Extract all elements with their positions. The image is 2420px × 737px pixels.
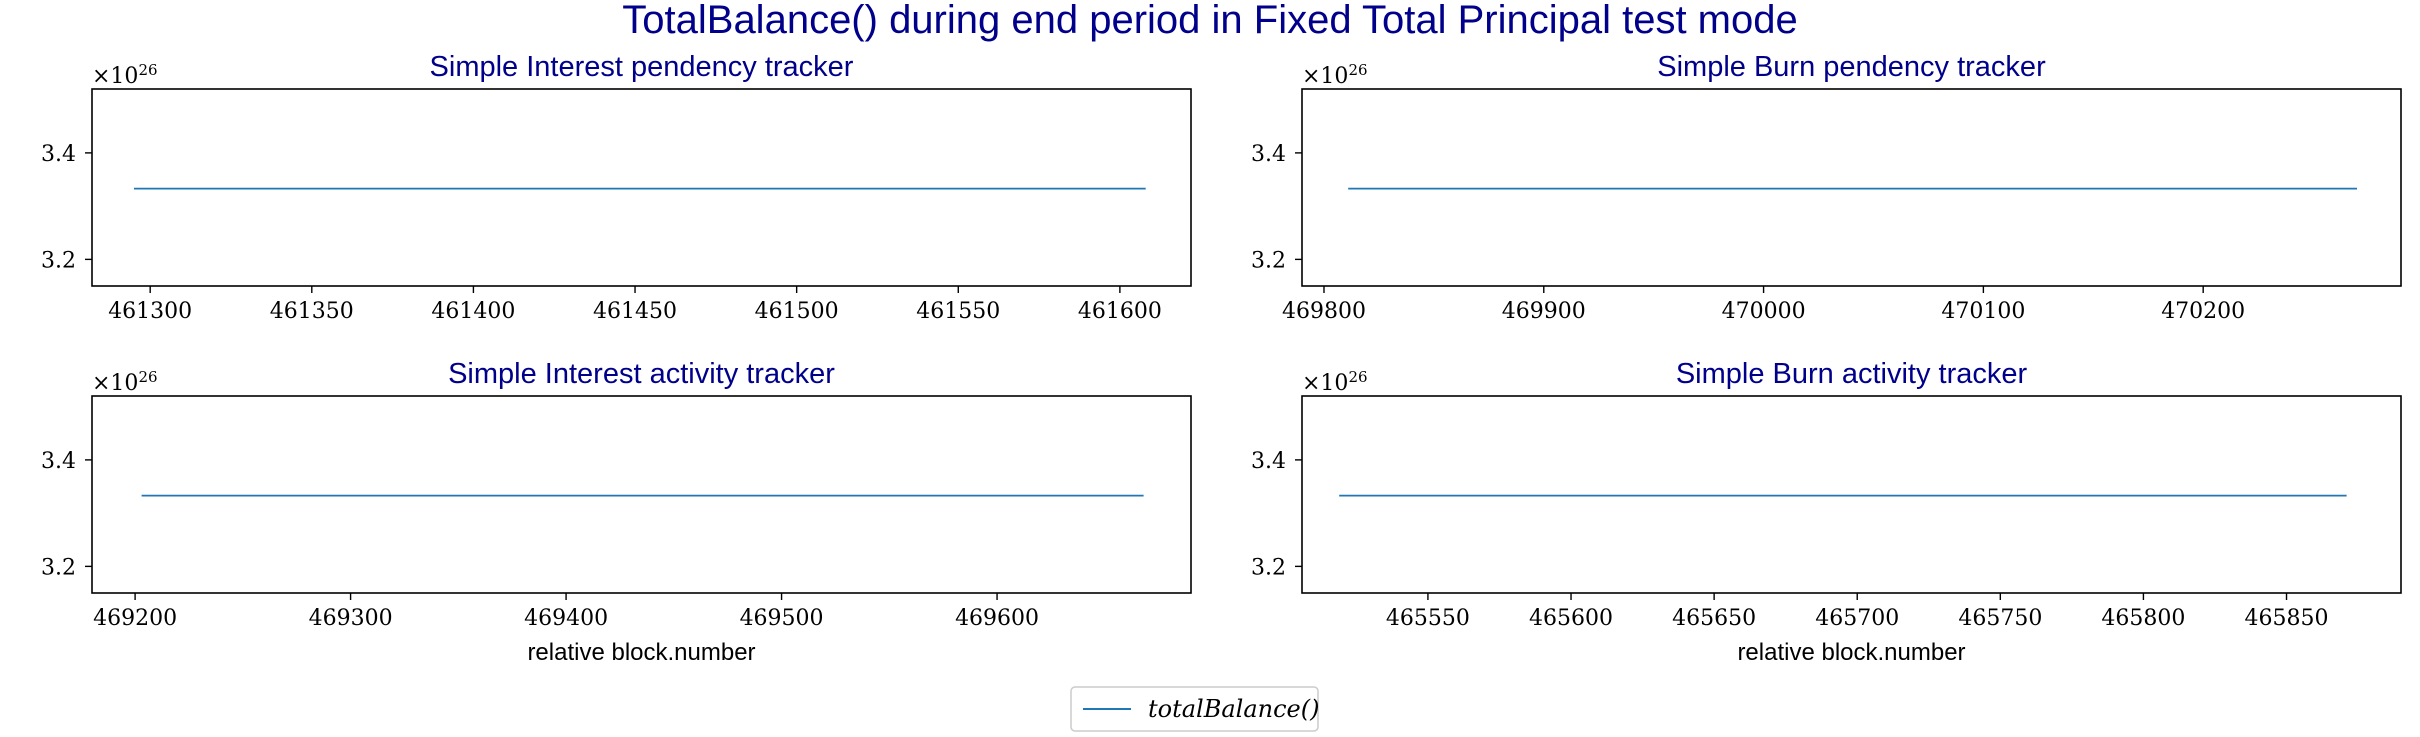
y-tick-label: 3.2 — [1251, 248, 1286, 273]
subplot-title: Simple Burn activity tracker — [1676, 358, 2028, 390]
x-tick-label: 465650 — [1672, 606, 1756, 631]
subplot-2: Simple Burn pendency tracker 469800 469900… — [1251, 51, 2402, 324]
subplot-3: Simple Interest activity tracker 469200 46… — [41, 358, 1192, 666]
y-tick-label: 3.2 — [1251, 555, 1286, 580]
axes-frame — [1301, 395, 2402, 594]
x-tick-label: 461500 — [755, 299, 839, 324]
y-offset-label: ×1026 — [1302, 368, 1368, 396]
x-tick-label: 469800 — [1282, 299, 1366, 324]
x-tick-label: 461350 — [270, 299, 354, 324]
y-tick-label: 3.4 — [1251, 449, 1286, 474]
y-offset-label: ×1026 — [92, 61, 158, 89]
x-tick-label: 465750 — [1958, 606, 2042, 631]
x-tick-label: 470000 — [1722, 299, 1806, 324]
x-tick-label: 465550 — [1386, 606, 1470, 631]
subplot-title: Simple Interest activity tracker — [448, 358, 835, 390]
subplots: Simple Interest pendency tracker 461300 46… — [41, 51, 2402, 666]
x-tick-label: 469500 — [740, 606, 824, 631]
x-tick-label: 461450 — [593, 299, 677, 324]
x-tick-label: 469900 — [1502, 299, 1586, 324]
legend-label: totalBalance() — [1148, 695, 1319, 723]
axes-frame — [1301, 88, 2402, 287]
y-tick-label: 3.4 — [1251, 142, 1286, 167]
figure-title: TotalBalance() during end period in Fixe… — [622, 0, 1797, 42]
x-tick-label: 461300 — [108, 299, 192, 324]
y-offset-label: ×1026 — [1302, 61, 1368, 89]
x-axis-label: relative block.number — [1737, 639, 1965, 666]
legend-frame — [1070, 686, 1319, 732]
x-tick-label: 469400 — [524, 606, 608, 631]
x-tick-label: 469200 — [93, 606, 177, 631]
axes-frame — [91, 395, 1192, 594]
axes-frame — [91, 88, 1192, 287]
x-tick-label: 465800 — [2101, 606, 2185, 631]
x-axis-label: relative block.number — [527, 639, 755, 666]
y-offset-label: ×1026 — [92, 368, 158, 396]
y-tick-label: 3.2 — [41, 555, 76, 580]
y-tick-label: 3.2 — [41, 248, 76, 273]
subplot-title: Simple Interest pendency tracker — [430, 51, 854, 83]
x-tick-label: 469600 — [955, 606, 1039, 631]
x-tick-label: 465600 — [1529, 606, 1613, 631]
subplot-4: Simple Burn activity tracker 465550 465600… — [1251, 358, 2402, 666]
legend: totalBalance() — [1070, 686, 1319, 732]
subplot-1: Simple Interest pendency tracker 461300 46… — [41, 51, 1192, 324]
x-tick-label: 465700 — [1815, 606, 1899, 631]
y-tick-label: 3.4 — [41, 449, 76, 474]
x-tick-label: 461550 — [916, 299, 1000, 324]
x-tick-label: 465850 — [2245, 606, 2329, 631]
x-tick-label: 470100 — [1941, 299, 2025, 324]
x-tick-label: 461400 — [431, 299, 515, 324]
x-tick-label: 469300 — [309, 606, 393, 631]
x-tick-label: 470200 — [2161, 299, 2245, 324]
subplot-title: Simple Burn pendency tracker — [1657, 51, 2046, 83]
y-tick-label: 3.4 — [41, 142, 76, 167]
x-tick-label: 461600 — [1078, 299, 1162, 324]
